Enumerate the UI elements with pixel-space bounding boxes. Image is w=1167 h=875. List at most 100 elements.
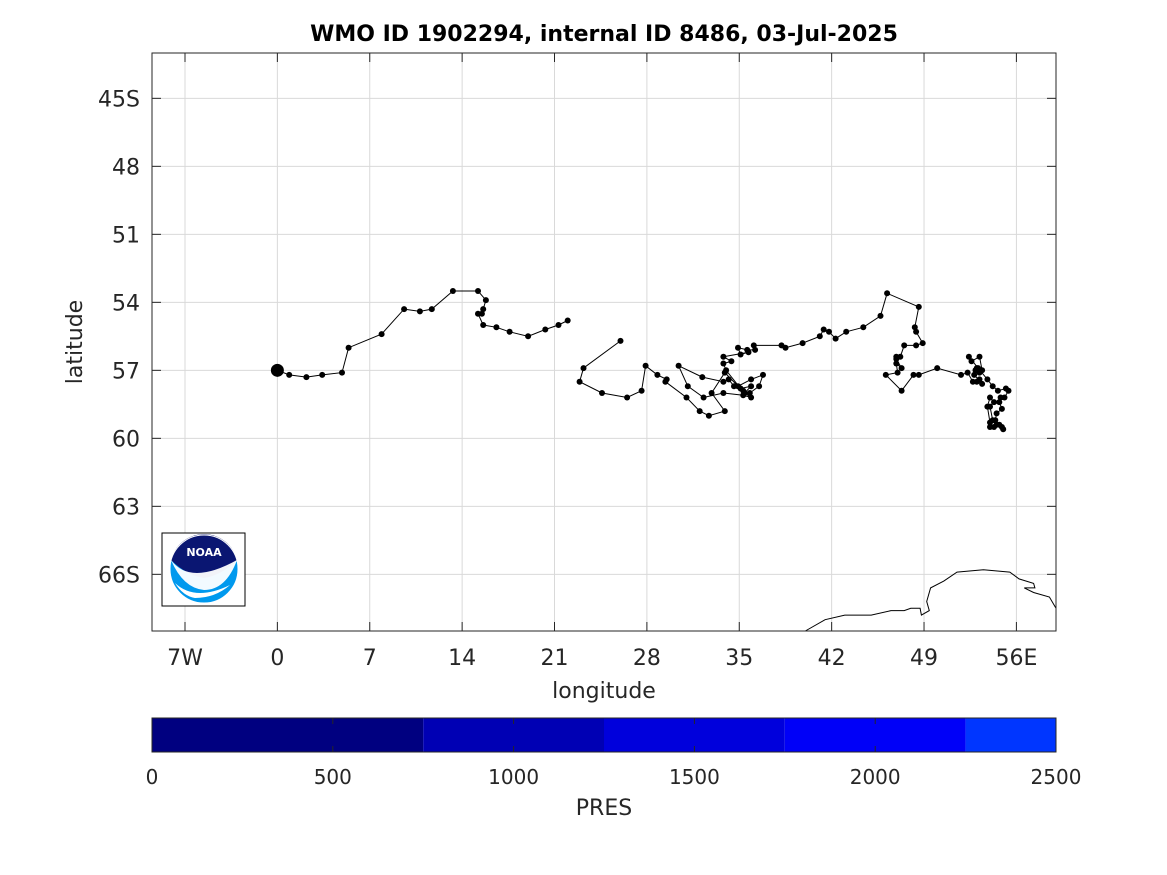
profile-point xyxy=(700,394,707,401)
profile-point xyxy=(989,383,996,390)
profile-point xyxy=(894,369,901,376)
profile-point xyxy=(720,378,727,385)
profile-point xyxy=(683,394,690,401)
profile-point xyxy=(877,312,884,319)
profile-point xyxy=(699,374,706,381)
x-tick-label: 49 xyxy=(910,646,938,671)
profile-point xyxy=(303,374,310,381)
profile-point xyxy=(725,376,732,383)
colorbar-tick-label: 2000 xyxy=(850,765,901,789)
profile-point xyxy=(893,356,900,362)
profile-point xyxy=(480,306,487,313)
profile-point xyxy=(998,405,1005,412)
profile-point xyxy=(997,394,1004,401)
profile-point xyxy=(555,322,562,328)
profile-point xyxy=(991,424,997,430)
y-tick-label: 54 xyxy=(112,291,140,316)
profile-point xyxy=(964,369,971,376)
profile-point xyxy=(913,328,920,335)
profile-point xyxy=(820,326,827,333)
x-tick-label: 21 xyxy=(541,646,569,671)
coastline-path xyxy=(805,569,1057,632)
x-tick-label: 7 xyxy=(363,646,377,671)
profile-point xyxy=(860,324,867,331)
profile-point xyxy=(973,378,980,385)
x-tick-label: 35 xyxy=(725,646,753,671)
profile-point xyxy=(968,358,975,365)
y-tick-label: 48 xyxy=(112,155,140,180)
coastline xyxy=(805,569,1057,632)
profile-point xyxy=(482,297,489,304)
profile-point xyxy=(756,383,763,390)
profile-point xyxy=(913,342,920,349)
x-tick-label: 42 xyxy=(818,646,846,671)
colorbar-label: PRES xyxy=(576,796,632,821)
profile-point xyxy=(987,394,993,401)
profile-point xyxy=(958,371,964,378)
axis-ticks: 7W 0 7 14 21 28 35 42 49 56E 45S 48 51 54 57 60 63 66S xyxy=(98,53,1056,671)
y-tick-label: 57 xyxy=(112,359,140,384)
profile-point xyxy=(884,290,891,297)
profile-point xyxy=(799,340,806,347)
colorbar-tick-label: 0 xyxy=(146,765,159,789)
profile-point xyxy=(723,367,730,374)
profile-point xyxy=(662,378,669,385)
profile-point xyxy=(638,387,645,394)
profile-point xyxy=(760,371,766,378)
profile-point xyxy=(721,408,728,415)
colorbar-tick-label: 2500 xyxy=(1031,765,1082,789)
profile-point xyxy=(996,399,1003,406)
colorbar-segment xyxy=(152,718,424,752)
y-tick-label: 66S xyxy=(98,563,140,588)
profile-point xyxy=(882,371,889,378)
profile-point xyxy=(898,365,905,372)
profile-point xyxy=(654,371,661,378)
profile-point xyxy=(911,324,918,331)
profile-point xyxy=(737,351,744,358)
profile-point xyxy=(286,371,293,378)
track-line-1 xyxy=(277,290,568,378)
x-tick-label: 7W xyxy=(167,646,203,671)
profile-point xyxy=(934,365,941,372)
profile-point xyxy=(971,371,978,378)
profile-point xyxy=(748,376,755,383)
profile-point xyxy=(480,322,487,328)
profile-point xyxy=(826,328,832,335)
profile-point xyxy=(901,342,908,349)
profile-point xyxy=(580,365,587,372)
profile-point xyxy=(750,342,757,349)
profile-point xyxy=(720,390,727,396)
profile-point xyxy=(741,390,748,396)
profile-point xyxy=(576,378,583,385)
profile-point xyxy=(816,333,823,340)
profile-point xyxy=(991,399,997,406)
profile-point xyxy=(675,362,682,369)
x-tick-label: 56E xyxy=(995,646,1037,671)
grid-lines xyxy=(152,53,1056,631)
profile-point xyxy=(893,360,900,367)
float-track xyxy=(270,288,1012,433)
profile-point xyxy=(1000,426,1007,433)
profile-point xyxy=(994,387,1001,394)
noaa-logo: NOAA xyxy=(161,532,246,607)
profile-point xyxy=(979,380,986,387)
y-tick-label: 51 xyxy=(112,223,140,248)
colorbar-tick-label: 1000 xyxy=(488,765,539,789)
profile-point xyxy=(965,353,972,360)
profile-point xyxy=(416,308,423,315)
profile-point xyxy=(599,390,605,396)
profile-point xyxy=(832,335,839,342)
profile-point xyxy=(720,353,727,360)
profile-point xyxy=(731,383,737,390)
y-tick-label: 63 xyxy=(112,495,140,520)
profile-point xyxy=(976,353,983,360)
x-axis-label: longitude xyxy=(552,679,656,704)
profile-point xyxy=(752,346,759,353)
profile-point xyxy=(782,344,789,351)
x-tick-label: 0 xyxy=(270,646,284,671)
colorbar: 0 500 1000 1500 2000 2500 PRES xyxy=(146,717,1082,821)
profile-point xyxy=(987,419,993,426)
axes-frame xyxy=(151,52,1057,632)
colorbar-tick-label: 500 xyxy=(314,765,352,789)
